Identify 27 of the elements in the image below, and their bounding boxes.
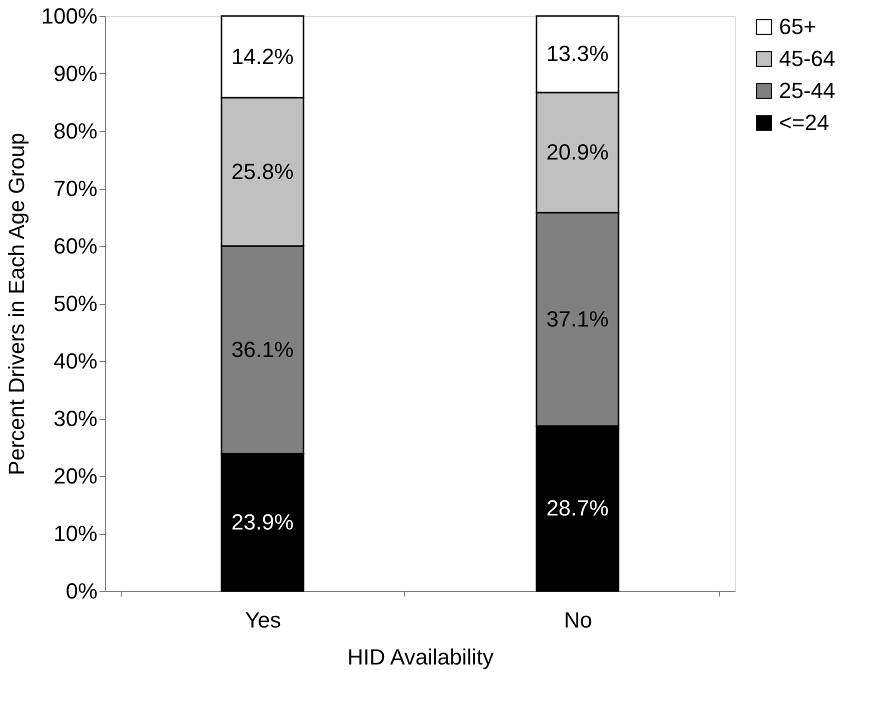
y-tick-label: 20% (53, 464, 98, 488)
legend-label: 25-44 (779, 78, 836, 103)
y-tick-label: 30% (53, 406, 98, 431)
data-label: 23.9% (231, 509, 294, 534)
data-label: 25.8% (231, 158, 294, 184)
x-tick-label: No (564, 608, 592, 632)
y-tick-label: 10% (53, 521, 98, 546)
x-tick-label: Yes (245, 608, 281, 632)
y-tick-label: 0% (66, 578, 98, 604)
data-label: 28.7% (546, 495, 609, 520)
data-label: 13.3% (546, 41, 609, 66)
y-tick-label: 60% (53, 234, 98, 258)
y-tick-label: 70% (53, 176, 98, 201)
y-tick-label: 90% (53, 61, 98, 86)
y-tick-label: 50% (53, 291, 98, 316)
legend-label: 65+ (779, 14, 816, 39)
data-label: 36.1% (231, 336, 294, 362)
data-label: 20.9% (546, 140, 609, 165)
y-tick-label: 100% (41, 4, 98, 28)
y-tick-label: 40% (53, 348, 98, 374)
data-label: 14.2% (231, 44, 294, 69)
y-axis-title: Percent Drivers in Each Age Group (4, 132, 30, 476)
x-axis-title: HID Availability (347, 644, 494, 670)
y-tick-label: 80% (53, 118, 98, 144)
data-label: 37.1% (546, 306, 609, 332)
legend-label: <=24 (779, 110, 830, 135)
legend-label: 45-64 (779, 46, 836, 71)
